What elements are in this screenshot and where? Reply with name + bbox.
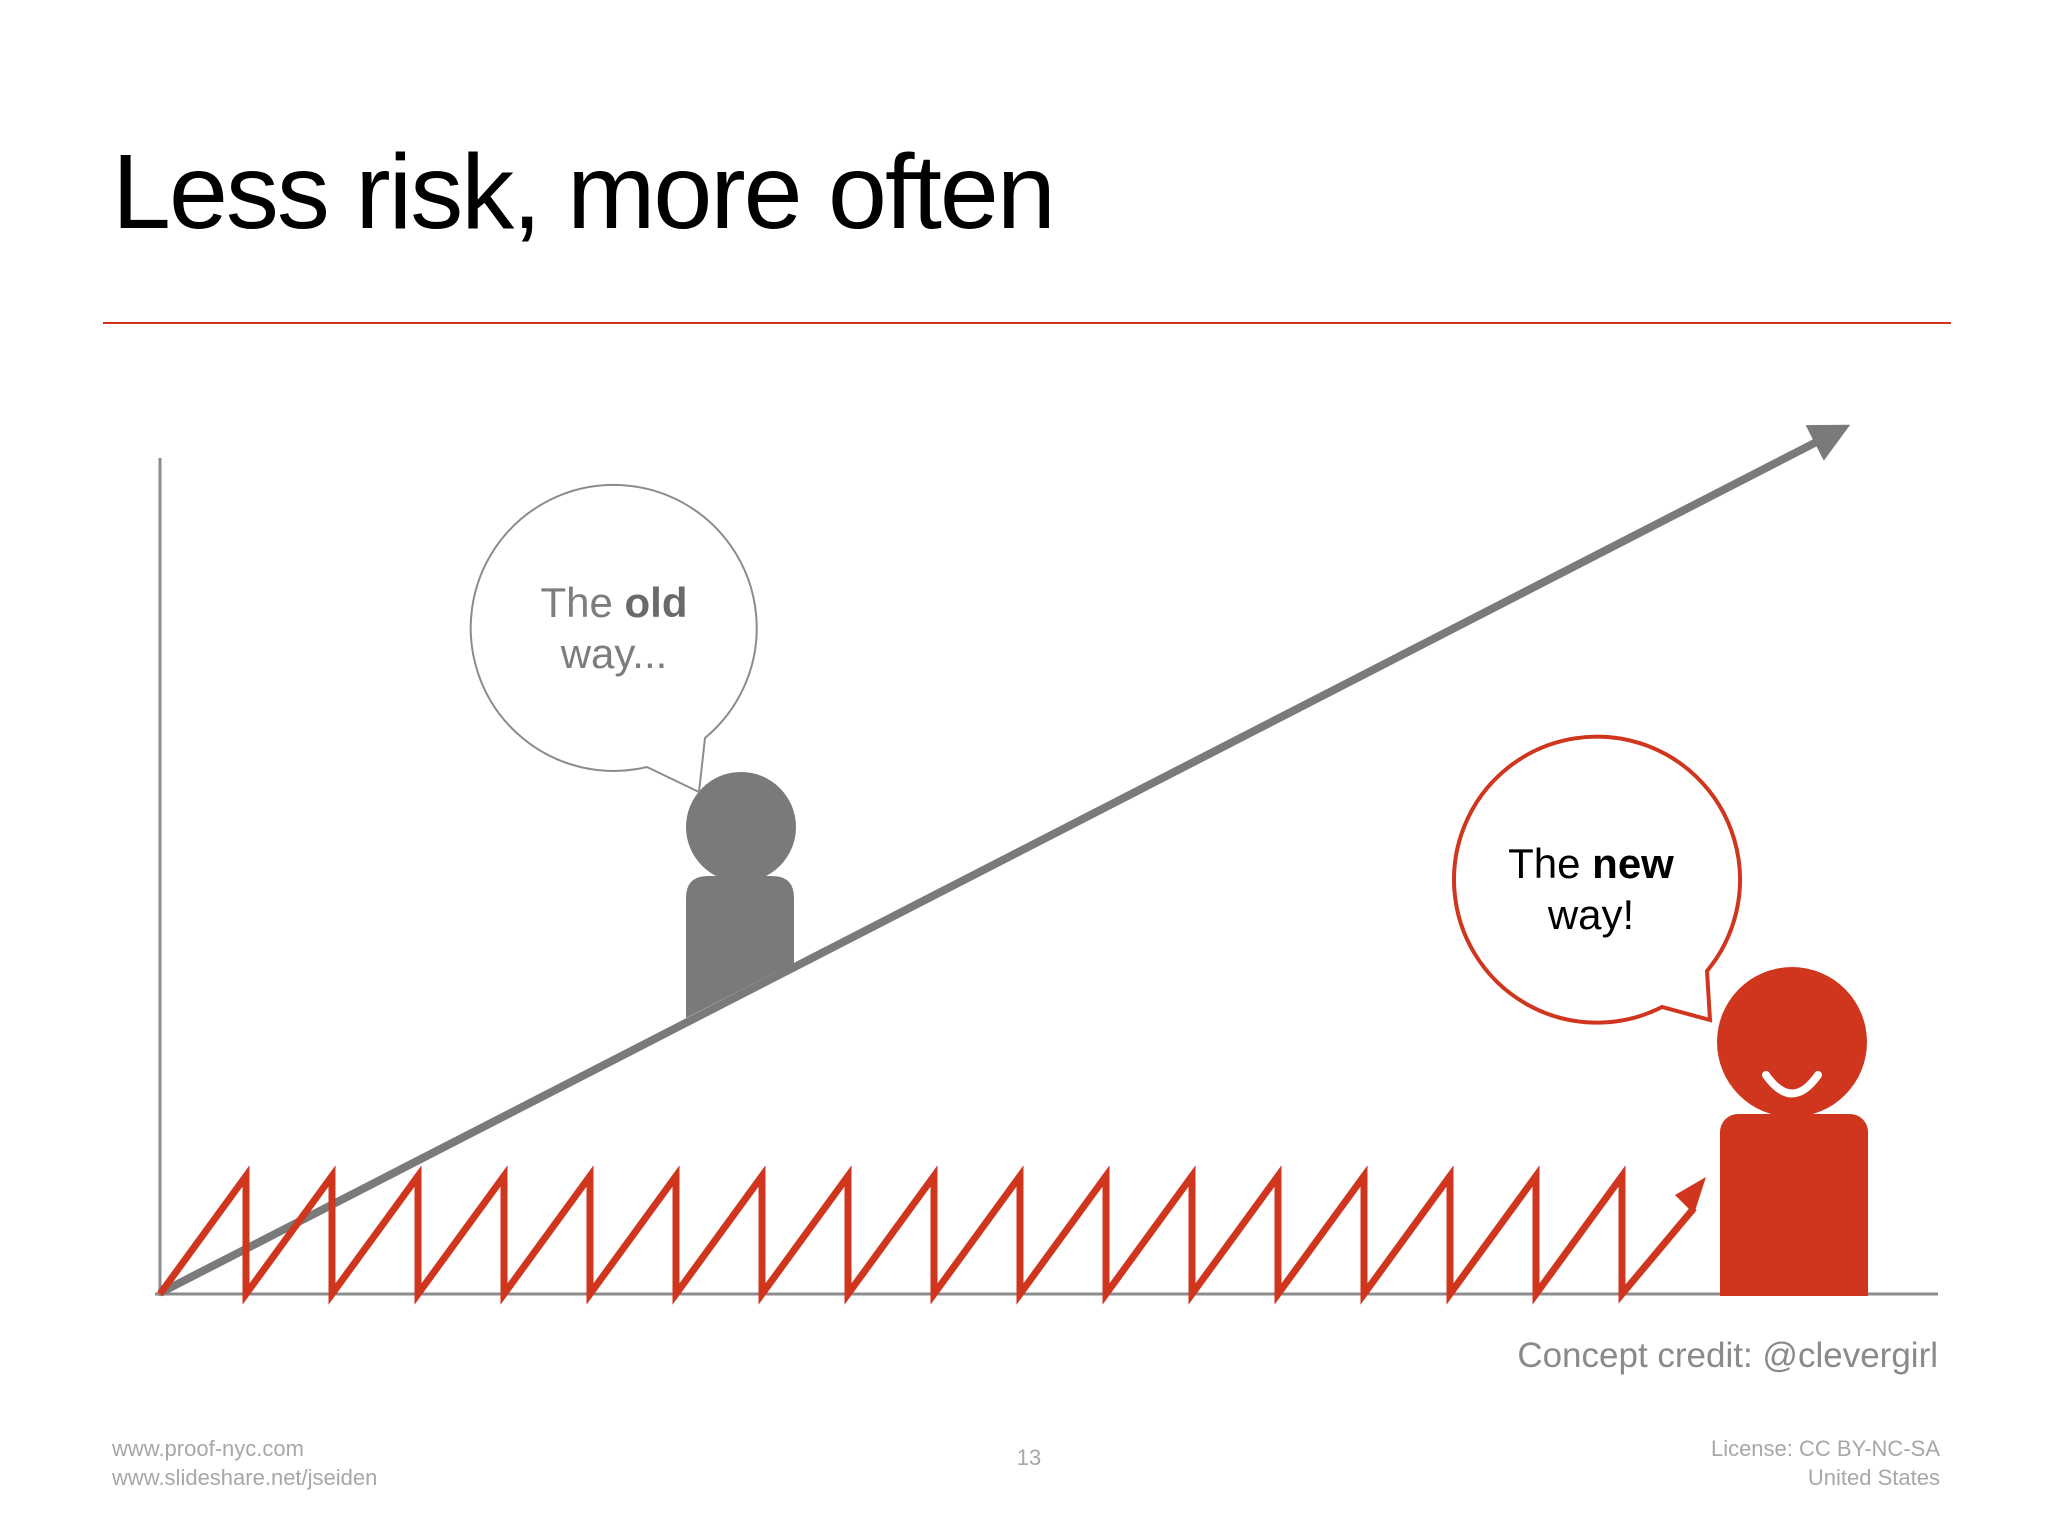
old-person-icon (686, 772, 796, 1018)
new-bubble-bold-word: new (1592, 840, 1674, 887)
new-bubble-text-prefix: The (1508, 840, 1592, 887)
license-line-1: License: CC BY-NC-SA (1710, 1436, 1940, 1461)
new-way-speech-bubble: The new way! (1452, 734, 1742, 1025)
footer-website-link[interactable]: www.proof-nyc.com (112, 1436, 304, 1461)
footer-links: www.proof-nyc.com www.slideshare.net/jse… (112, 1434, 377, 1492)
old-way-speech-bubble: The old way... (469, 483, 758, 794)
new-bubble-line2: way! (1547, 891, 1634, 938)
svg-text:The old: The old (540, 579, 687, 626)
concept-credit: Concept credit: @clevergirl (1517, 1336, 1938, 1375)
old-bubble-bold-word: old (625, 579, 688, 626)
svg-text:The new: The new (1508, 840, 1674, 887)
slide-title: Less risk, more often (112, 133, 1056, 251)
license-line-2: United States (1807, 1465, 1940, 1490)
old-bubble-line2: way... (560, 630, 668, 677)
sawtooth-end-arrowhead (1675, 1177, 1706, 1214)
title-divider (103, 322, 1951, 324)
new-way-sawtooth-line (157, 1165, 1697, 1305)
page-number: 13 (1016, 1445, 1042, 1470)
old-bubble-text-prefix: The (540, 579, 624, 626)
smiling-red-person-icon (1717, 967, 1868, 1296)
footer-license: License: CC BY-NC-SA United States (1711, 1434, 1940, 1492)
old-way-trend-arrow (158, 424, 1851, 1297)
footer-slideshare-link[interactable]: www.slideshare.net/jseiden (112, 1465, 378, 1490)
